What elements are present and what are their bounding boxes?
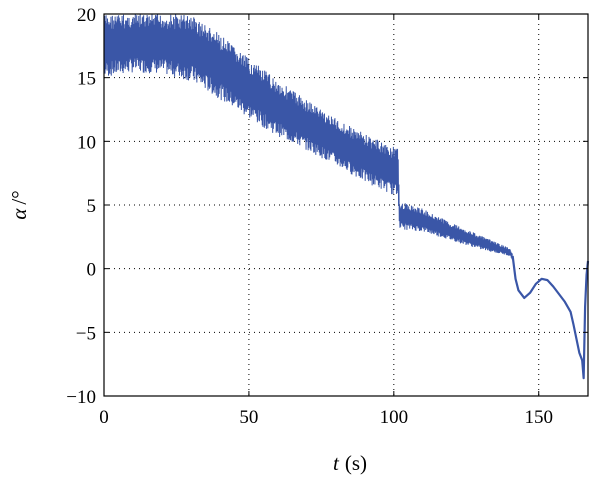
x-tick-label: 150 xyxy=(524,407,553,428)
y-tick-label: 10 xyxy=(77,132,96,153)
y-tick-label: 20 xyxy=(77,5,96,26)
plot-frame xyxy=(103,13,589,397)
y-tick-label: −10 xyxy=(66,387,96,408)
series-line xyxy=(511,255,590,380)
y-tick-label: 5 xyxy=(87,196,97,217)
data-series xyxy=(103,14,590,380)
x-axis-label: t (s) xyxy=(333,451,367,475)
y-tick-labels: 20 15 10 5 0 −5 −10 xyxy=(66,5,96,408)
series-band xyxy=(103,14,513,260)
x-tick-label: 100 xyxy=(380,407,409,428)
x-tick-labels: 0 50 100 150 xyxy=(99,407,553,428)
y-tick-label: 0 xyxy=(87,260,97,281)
y-axis-label: α/° xyxy=(7,190,31,219)
x-tick-label: 50 xyxy=(239,407,258,428)
y-tick-label: 15 xyxy=(77,69,96,90)
x-tick-label: 0 xyxy=(99,407,109,428)
axis-ticks xyxy=(103,13,588,397)
y-tick-label: −5 xyxy=(76,323,96,344)
grid-lines xyxy=(104,14,588,396)
